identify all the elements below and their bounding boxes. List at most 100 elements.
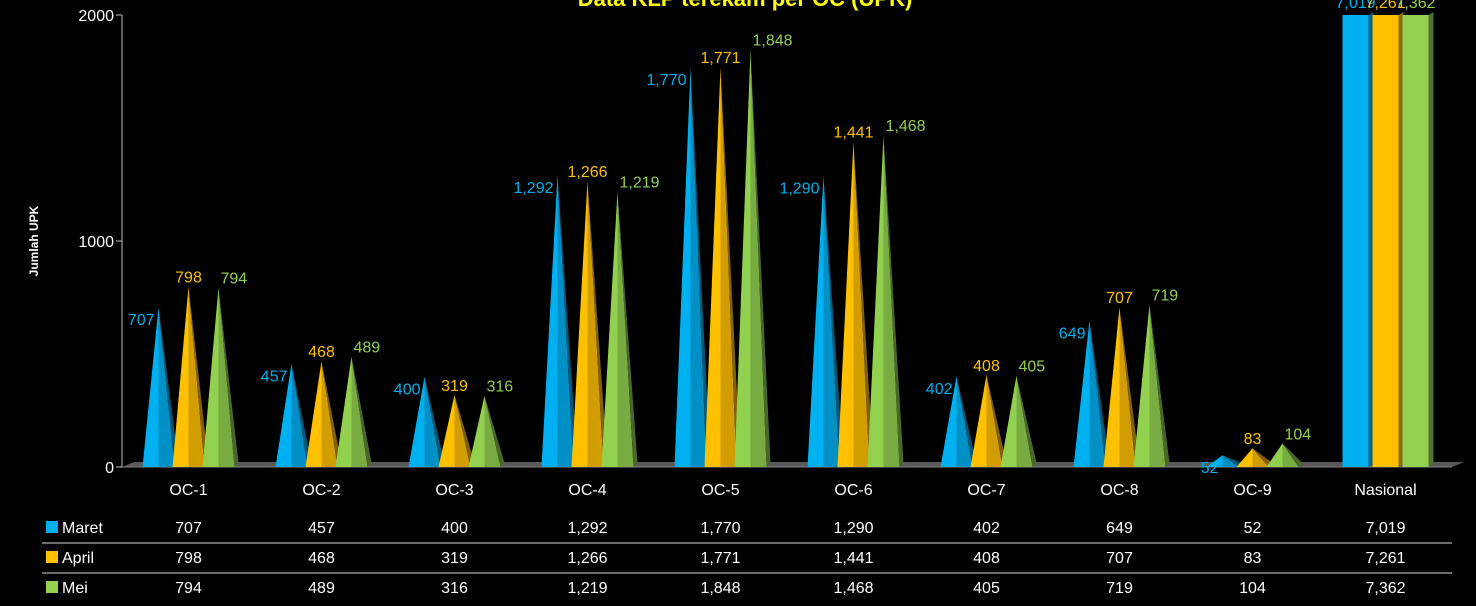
table-cell: 7,362 bbox=[1365, 580, 1405, 597]
data-label: 405 bbox=[1019, 358, 1046, 375]
x-tick-label: OC-8 bbox=[1100, 482, 1138, 499]
table-cell: 1,468 bbox=[833, 580, 873, 597]
bar bbox=[1000, 375, 1017, 467]
data-label: 1,771 bbox=[700, 50, 740, 67]
bar-side bbox=[454, 394, 475, 467]
table-cell: 7,019 bbox=[1365, 520, 1405, 537]
bar bbox=[1372, 15, 1399, 467]
bar-side bbox=[484, 395, 505, 467]
data-label: 1,290 bbox=[779, 180, 819, 197]
bar-side bbox=[823, 175, 844, 467]
table-cell: 468 bbox=[308, 550, 335, 567]
data-label: 52 bbox=[1201, 460, 1219, 477]
x-tick-label: OC-1 bbox=[169, 482, 207, 499]
data-label: 7,362 bbox=[1395, 0, 1435, 12]
bar bbox=[275, 363, 292, 467]
x-tick-label: OC-3 bbox=[435, 482, 473, 499]
bar-side bbox=[1368, 12, 1374, 467]
data-label: 489 bbox=[354, 339, 381, 356]
bar-side bbox=[291, 363, 312, 467]
data-label: 1,848 bbox=[753, 32, 793, 49]
bar bbox=[970, 374, 987, 467]
data-label: 402 bbox=[926, 381, 953, 398]
bar-side bbox=[720, 66, 741, 467]
bar bbox=[1402, 15, 1429, 467]
table-cell: 1,292 bbox=[567, 520, 607, 537]
x-tick-label: OC-5 bbox=[701, 482, 739, 499]
bar-side bbox=[853, 141, 874, 468]
bar-shade bbox=[291, 363, 308, 467]
bar bbox=[571, 180, 588, 467]
legend-series-name: April bbox=[62, 550, 94, 567]
legend-swatch bbox=[46, 551, 58, 563]
y-tick-label: 1000 bbox=[78, 234, 114, 251]
bar-side bbox=[750, 49, 771, 468]
bar-side bbox=[587, 180, 608, 467]
bar-shade bbox=[1282, 443, 1299, 467]
bar-side bbox=[883, 135, 904, 467]
data-label: 798 bbox=[175, 270, 202, 287]
bar-side bbox=[1089, 320, 1110, 467]
bar-side bbox=[986, 374, 1007, 467]
table-cell: 719 bbox=[1106, 580, 1133, 597]
bar-side bbox=[1428, 12, 1434, 467]
data-label: 316 bbox=[487, 379, 514, 396]
table-cell: 104 bbox=[1239, 580, 1266, 597]
bar bbox=[1342, 15, 1369, 467]
table-cell: 794 bbox=[175, 580, 202, 597]
table-cell: 402 bbox=[973, 520, 1000, 537]
bar bbox=[468, 395, 485, 467]
data-label: 400 bbox=[394, 382, 421, 399]
bar bbox=[867, 135, 884, 467]
bar bbox=[408, 376, 425, 467]
table-cell: 7,261 bbox=[1365, 550, 1405, 567]
x-tick-label: OC-2 bbox=[302, 482, 340, 499]
data-label: 104 bbox=[1285, 426, 1312, 443]
table-cell: 1,266 bbox=[567, 550, 607, 567]
bar bbox=[305, 361, 322, 467]
y-tick-label: 2000 bbox=[78, 8, 114, 25]
x-tick-label: OC-6 bbox=[834, 482, 872, 499]
bar bbox=[807, 175, 824, 467]
table-cell: 316 bbox=[441, 580, 468, 597]
table-cell: 707 bbox=[1106, 550, 1133, 567]
data-label: 794 bbox=[221, 271, 248, 288]
bar-shade bbox=[351, 356, 368, 467]
bar-side bbox=[424, 376, 445, 467]
bar bbox=[1133, 304, 1150, 467]
table-cell: 457 bbox=[308, 520, 335, 537]
table-cell: 83 bbox=[1244, 550, 1262, 567]
bar bbox=[1266, 443, 1283, 467]
data-label: 1,441 bbox=[833, 124, 873, 141]
data-label: 468 bbox=[308, 344, 335, 361]
table-cell: 1,441 bbox=[833, 550, 873, 567]
table-cell: 1,771 bbox=[700, 550, 740, 567]
bar-side bbox=[1119, 307, 1140, 467]
table-cell: 489 bbox=[308, 580, 335, 597]
bar-side bbox=[1282, 443, 1303, 467]
bar bbox=[674, 66, 691, 467]
bar bbox=[1073, 320, 1090, 467]
bar-side bbox=[1252, 448, 1273, 467]
bar-side bbox=[557, 175, 578, 467]
bar bbox=[335, 356, 352, 467]
chart-title: Data KLP terekam per OC (UPK) bbox=[578, 0, 913, 11]
bar-side bbox=[321, 361, 342, 467]
y-tick-label: 0 bbox=[105, 460, 114, 477]
table-cell: 707 bbox=[175, 520, 202, 537]
bar-side bbox=[188, 286, 209, 467]
bar bbox=[601, 191, 618, 468]
bar-side bbox=[690, 66, 711, 467]
bar-side bbox=[158, 307, 179, 467]
data-label: 1,266 bbox=[567, 164, 607, 181]
bar-side bbox=[1149, 304, 1170, 467]
bar bbox=[1236, 448, 1253, 467]
data-label: 649 bbox=[1059, 325, 1086, 342]
bar bbox=[704, 66, 721, 467]
data-label: 83 bbox=[1244, 431, 1262, 448]
legend-series-name: Mei bbox=[62, 580, 88, 597]
bar-side bbox=[617, 191, 638, 468]
bar bbox=[541, 175, 558, 467]
bar-side bbox=[1398, 12, 1404, 467]
